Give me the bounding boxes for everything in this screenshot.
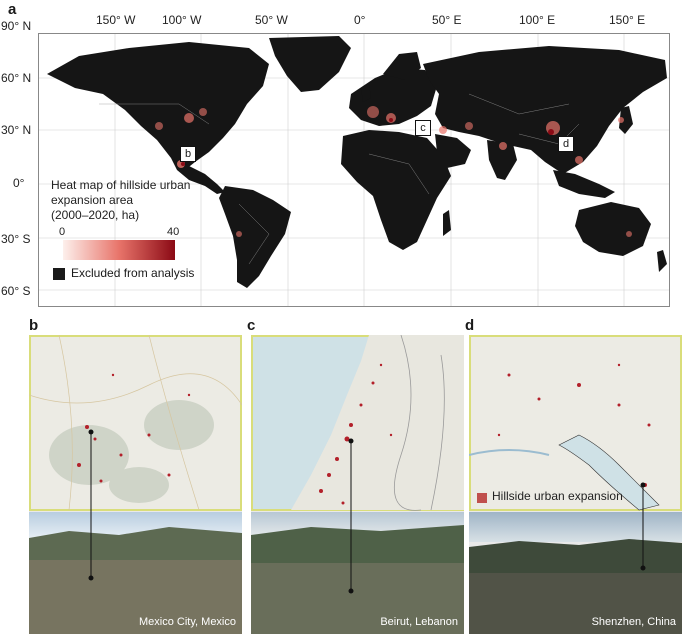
subpanel-beirut: Beirut, Lebanon (251, 335, 464, 634)
lat-tick-60n: 60° N (1, 71, 32, 85)
lat-tick-30s: 30° S (1, 232, 31, 246)
subpanel-shenzhen: Hillside urban expansion Shenzhen, China (469, 335, 682, 634)
subpanel-d-graphic (469, 335, 682, 634)
subpanel-mexico-city: Mexico City, Mexico (29, 335, 242, 634)
legend-scale-max: 40 (167, 226, 180, 238)
lon-tick-150w: 150° W (96, 13, 136, 27)
lat-tick-90n: 90° N (1, 19, 32, 33)
lon-tick-50w: 50° W (255, 13, 288, 27)
callout-d: d (558, 136, 574, 152)
panel-label-d: d (465, 317, 475, 334)
panel-label-a: a (8, 1, 17, 18)
lon-tick-100w: 100° W (162, 13, 202, 27)
legend-title-line-3: (2000–2020, ha) (51, 208, 140, 222)
subpanel-b-graphic (29, 335, 242, 634)
location-label-shenzhen: Shenzhen, China (591, 616, 676, 628)
lon-tick-0: 0° (354, 13, 366, 27)
legend-excluded-swatch (53, 268, 65, 280)
location-label-mexico-city: Mexico City, Mexico (139, 616, 236, 628)
inset-legend-swatch (477, 493, 487, 503)
legend-title-line-1: Heat map of hillside urban (51, 178, 191, 192)
panel-label-c: c (247, 317, 256, 334)
inset-legend-label: Hillside urban expansion (492, 489, 623, 503)
lat-tick-60s: 60° S (1, 284, 31, 298)
lat-tick-30n: 30° N (1, 123, 32, 137)
callout-c: c (415, 120, 431, 136)
legend-scale-min: 0 (59, 226, 66, 238)
world-map-graphic (39, 34, 669, 306)
subpanel-c-graphic (251, 335, 464, 634)
legend-color-scale (63, 240, 175, 260)
location-label-beirut: Beirut, Lebanon (380, 616, 458, 628)
legend-title-line-2: expansion area (51, 193, 134, 207)
legend-title: Heat map of hillside urban expansion are… (51, 178, 190, 223)
callout-b: b (180, 146, 196, 162)
lon-tick-150e: 150° E (609, 13, 646, 27)
lon-tick-50e: 50° E (432, 13, 462, 27)
lat-tick-0: 0° (13, 176, 25, 190)
world-map: Heat map of hillside urban expansion are… (38, 33, 670, 307)
lon-tick-100e: 100° E (519, 13, 556, 27)
legend-excluded-label: Excluded from analysis (71, 266, 195, 280)
panel-label-b: b (29, 317, 39, 334)
